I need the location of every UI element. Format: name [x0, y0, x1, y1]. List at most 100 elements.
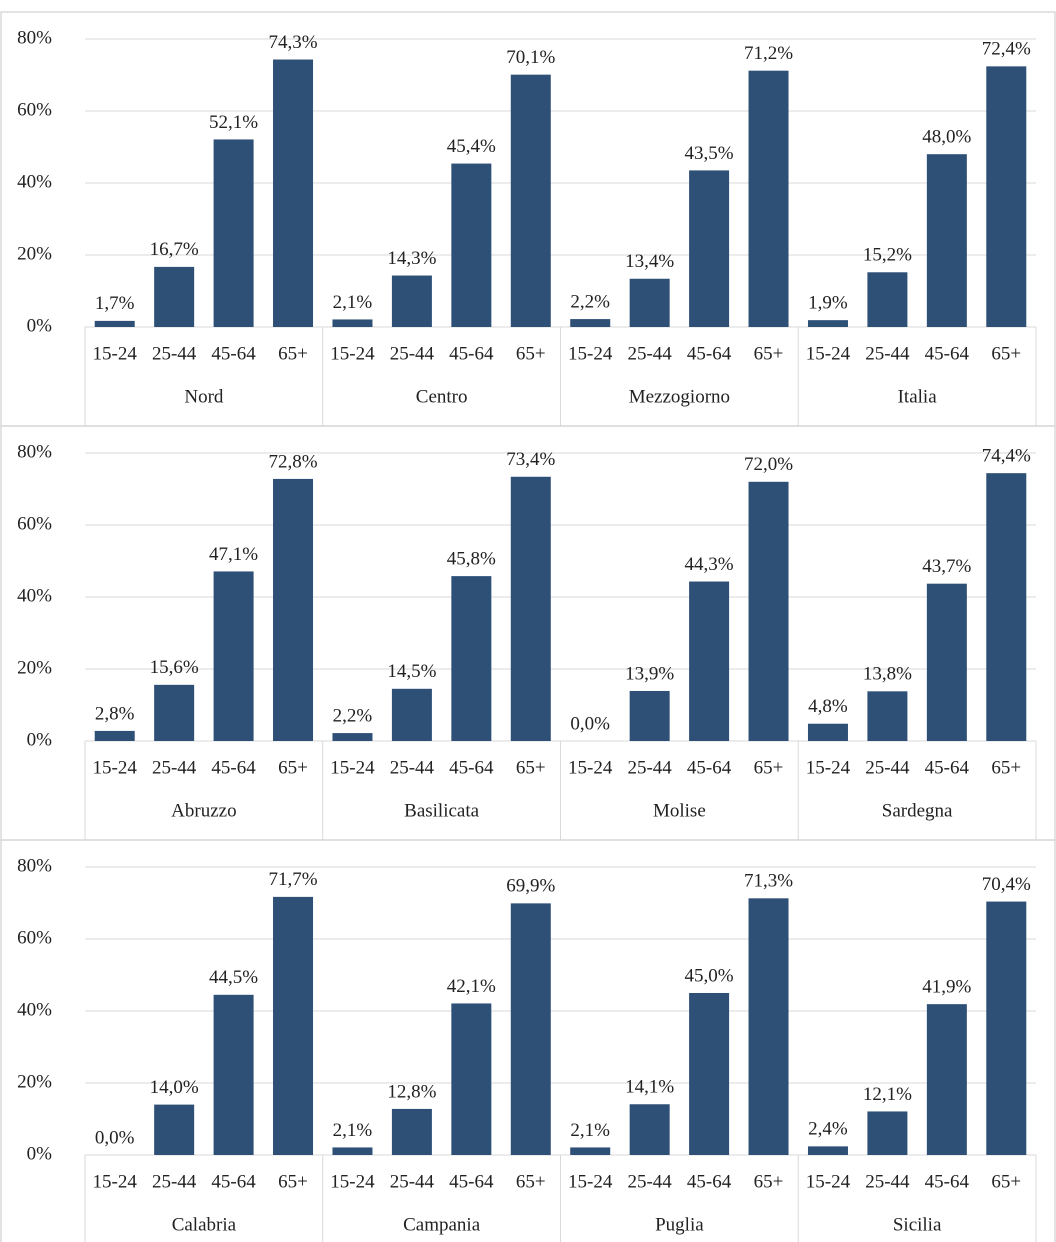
y-tick-label: 40% [17, 171, 52, 192]
x-tick-label: 15-24 [330, 1171, 375, 1192]
x-tick-label: 45-64 [925, 1171, 970, 1192]
x-tick-label: 25-44 [865, 1171, 910, 1192]
x-tick-label: 45-64 [925, 343, 970, 364]
bar [332, 733, 373, 741]
bar [986, 901, 1027, 1155]
value-label: 2,8% [95, 703, 135, 724]
value-label: 45,4% [447, 136, 496, 157]
value-label: 2,2% [333, 705, 373, 726]
x-tick-label: 15-24 [568, 757, 613, 778]
group-label: Centro [416, 386, 468, 407]
x-tick-label: 45-64 [687, 757, 732, 778]
bar [332, 1147, 373, 1155]
value-label: 2,4% [808, 1119, 848, 1140]
x-tick-label: 25-44 [152, 343, 197, 364]
y-tick-label: 60% [17, 99, 52, 120]
x-tick-label: 65+ [991, 343, 1021, 364]
value-label: 45,0% [685, 965, 734, 986]
bar [926, 583, 967, 741]
y-tick-label: 80% [17, 855, 52, 876]
group-label: Calabria [172, 1214, 237, 1235]
bar [213, 571, 254, 741]
value-label: 74,4% [982, 446, 1031, 467]
bar [926, 1004, 967, 1155]
y-tick-label: 60% [17, 513, 52, 534]
bar [391, 688, 432, 741]
y-tick-label: 80% [17, 27, 52, 48]
x-tick-label: 15-24 [568, 1171, 613, 1192]
bar [451, 1003, 492, 1155]
x-tick-label: 45-64 [687, 1171, 732, 1192]
value-label: 2,2% [570, 291, 610, 312]
value-label: 72,8% [268, 451, 317, 472]
x-tick-label: 15-24 [806, 757, 851, 778]
bar [154, 266, 195, 327]
bar [986, 66, 1027, 328]
bar [748, 70, 789, 328]
x-tick-label: 45-64 [211, 757, 256, 778]
value-label: 73,4% [506, 449, 555, 470]
x-tick-label: 45-64 [925, 757, 970, 778]
bar [986, 473, 1027, 741]
y-tick-label: 0% [27, 315, 53, 336]
panel-frame [0, 839, 1056, 1242]
value-label: 69,9% [506, 876, 555, 897]
value-label: 48,0% [922, 127, 971, 148]
value-label: 71,3% [744, 871, 793, 892]
bar [629, 278, 670, 327]
value-label: 4,8% [808, 696, 848, 717]
bar [689, 993, 730, 1155]
value-label: 15,2% [863, 245, 912, 266]
bar [213, 139, 254, 327]
x-tick-label: 25-44 [627, 1171, 672, 1192]
x-tick-label: 25-44 [390, 757, 435, 778]
x-tick-label: 25-44 [865, 757, 910, 778]
bar [510, 74, 551, 327]
value-label: 45,8% [447, 548, 496, 569]
value-label: 41,9% [922, 977, 971, 998]
x-tick-label: 65+ [991, 757, 1021, 778]
value-label: 14,3% [387, 248, 436, 269]
x-tick-label: 25-44 [152, 757, 197, 778]
x-tick-label: 25-44 [865, 343, 910, 364]
x-tick-label: 15-24 [806, 1171, 851, 1192]
group-label: Sardegna [882, 800, 953, 821]
x-tick-label: 15-24 [806, 343, 851, 364]
bar [867, 691, 908, 741]
value-label: 71,2% [744, 43, 793, 64]
group-label: Campania [403, 1214, 481, 1235]
value-label: 47,1% [209, 544, 258, 565]
value-label: 0,0% [570, 713, 610, 734]
x-tick-label: 65+ [754, 343, 784, 364]
bar [451, 163, 492, 327]
y-tick-label: 0% [27, 729, 53, 750]
x-tick-label: 45-64 [449, 757, 494, 778]
value-label: 52,1% [209, 112, 258, 133]
value-label: 14,1% [625, 1077, 674, 1098]
value-label: 12,1% [863, 1084, 912, 1105]
bar [807, 1146, 848, 1155]
x-tick-label: 15-24 [568, 343, 613, 364]
x-tick-label: 65+ [516, 1171, 546, 1192]
x-tick-label: 15-24 [330, 757, 375, 778]
value-label: 74,3% [268, 32, 317, 53]
x-tick-label: 45-64 [211, 1171, 256, 1192]
x-tick-label: 45-64 [687, 343, 732, 364]
x-tick-label: 25-44 [627, 343, 672, 364]
x-tick-label: 25-44 [390, 343, 435, 364]
x-tick-label: 15-24 [330, 343, 375, 364]
bar [154, 684, 195, 741]
y-tick-label: 40% [17, 585, 52, 606]
y-tick-label: 40% [17, 999, 52, 1020]
bar [748, 898, 789, 1155]
value-label: 0,0% [95, 1127, 135, 1148]
bar [689, 170, 730, 327]
value-label: 13,8% [863, 664, 912, 685]
bar [867, 1111, 908, 1155]
value-label: 16,7% [150, 239, 199, 260]
bar [926, 154, 967, 327]
value-label: 2,1% [333, 1120, 373, 1141]
bar [154, 1104, 195, 1155]
value-label: 15,6% [150, 657, 199, 678]
